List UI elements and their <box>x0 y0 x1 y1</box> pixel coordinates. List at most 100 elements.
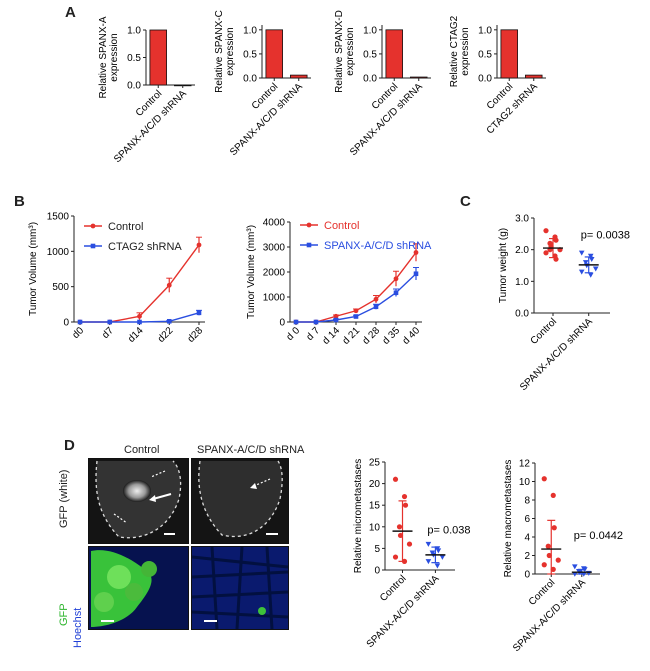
micrograph-col-knockdown: SPANX-A/C/D shRNA <box>197 444 305 456</box>
b1-ytick-label: 500 <box>52 282 69 293</box>
c-point <box>588 256 595 262</box>
b2-point <box>373 304 379 310</box>
micrograph-row2-label-hoechst: Hoechst <box>72 607 84 648</box>
c-point <box>582 260 589 266</box>
micrograph-gfp-white-knockdown <box>191 458 289 544</box>
b2-legend-label: SPANX-A/C/D shRNA <box>324 240 432 252</box>
b1-xtick-label: d14 <box>126 325 146 345</box>
b1-point <box>137 313 142 319</box>
b1-ytick-label: 0 <box>63 318 69 329</box>
b2-point <box>393 290 399 296</box>
a2-ytick-label: 0.0 <box>243 74 257 85</box>
d2-point <box>541 562 547 568</box>
micrograph-col-control: Control <box>124 444 160 456</box>
b2-ytick-label: 1000 <box>263 293 286 304</box>
b2-ytick-label: 4000 <box>263 218 286 229</box>
a1-ylabel: Relative SPANX-A <box>98 16 109 98</box>
b2-xtick-label: d 28 <box>361 325 383 347</box>
d2-point <box>572 571 578 577</box>
b1-legend-label: CTAG2 shRNA <box>108 241 182 253</box>
a3-ylabel: expression <box>345 27 356 75</box>
d2-point <box>541 476 547 482</box>
c-xtick-label: SPANX-A/C/D shRNA <box>518 316 595 393</box>
a3-bar <box>385 29 403 79</box>
micrograph-row2-label-gfp: GFP <box>58 603 70 626</box>
a2-ytick-label: 0.5 <box>243 49 257 60</box>
c-ytick-label: 2.0 <box>515 245 529 256</box>
a3-ytick-label: 0.0 <box>363 74 377 85</box>
d2-ytick-label: 10 <box>519 477 531 488</box>
d1-point <box>406 541 413 547</box>
c-point <box>592 266 599 272</box>
b2-point <box>413 250 419 255</box>
c-point <box>543 228 549 234</box>
b2-ylabel: Tumor Volume (mm³) <box>246 225 257 319</box>
a4-ytick-label: 1.0 <box>478 25 492 36</box>
d1-ylabel: Relative micrometastases <box>353 459 364 573</box>
d1-point <box>435 548 442 554</box>
micrograph-gfp-hoechst-knockdown <box>191 546 289 630</box>
d1-point <box>402 502 409 508</box>
a2-ytick-label: 1.0 <box>243 25 257 36</box>
d1-ytick-label: 0 <box>374 566 380 577</box>
a1-ylabel: expression <box>109 33 120 81</box>
b1-xtick-label: d7 <box>100 325 116 341</box>
b1-point <box>107 319 113 325</box>
b2-xtick-label: d 35 <box>381 325 403 347</box>
b1-ytick-label: 1500 <box>47 212 70 223</box>
a4-ytick-label: 0.5 <box>478 49 492 60</box>
a1-bar <box>149 29 167 86</box>
a4-bar <box>500 29 518 79</box>
a4-bar <box>525 74 543 79</box>
d2-point <box>545 543 551 549</box>
b2-xtick-label: d 0 <box>285 325 303 343</box>
d1-point <box>401 493 408 500</box>
b1-xtick-label: d0 <box>70 325 86 341</box>
panel-label-a: A <box>65 4 76 21</box>
d2-ytick-label: 8 <box>524 496 530 507</box>
panel-label-c: C <box>460 193 471 210</box>
micrograph-gfp-white-control <box>88 458 189 544</box>
b1-legend-label: Control <box>108 221 143 233</box>
b1-ytick-label: 1000 <box>47 247 70 258</box>
c-p-value: p= 0.0038 <box>581 230 630 242</box>
chart-b1: 0 500 1000 1500 Tumor Volume (mm³) d0 d7 d14 d22… <box>28 212 205 345</box>
b2-point <box>353 308 359 314</box>
b2-point <box>393 276 399 282</box>
b1-xtick-label: d28 <box>186 325 206 345</box>
chart-c: 0.0 1.0 2.0 3.0 Tumor weight (g) ControlSPANX… <box>498 214 630 394</box>
d2-p-value: p= 0.0442 <box>574 530 623 542</box>
b1-point <box>196 310 202 316</box>
c-xtick-label: Control <box>529 316 560 347</box>
c-point <box>587 272 594 278</box>
d1-ytick-label: 5 <box>374 544 380 555</box>
d1-point <box>392 554 399 560</box>
c-ytick-label: 1.0 <box>515 277 529 288</box>
b2-point <box>333 313 339 319</box>
a4-ylabel: expression <box>460 27 471 75</box>
b1-series-line <box>80 244 200 323</box>
b2-point <box>413 271 419 277</box>
b1-legend-marker <box>90 223 96 229</box>
b1-point <box>166 282 172 288</box>
d1-point <box>425 559 432 565</box>
b1-xtick-label: d22 <box>156 325 176 345</box>
b1-legend-marker <box>90 243 96 249</box>
d2-point <box>550 566 556 572</box>
micrograph-gfp-hoechst-control <box>88 546 189 630</box>
a3-ylabel: Relative SPANX-D <box>334 10 345 93</box>
d1-p-value: p= 0.038 <box>427 524 470 536</box>
a4-ylabel: Relative CTAG2 <box>449 15 460 87</box>
d1-ytick-label: 20 <box>369 479 381 490</box>
c-ylabel: Tumor weight (g) <box>498 228 509 303</box>
c-ytick-label: 0.0 <box>515 309 529 320</box>
a2-ylabel: Relative SPANX-C <box>214 10 225 93</box>
b2-xtick-label: d 21 <box>341 325 363 347</box>
b2-ytick-label: 3000 <box>263 243 286 254</box>
panel-label-d: D <box>64 437 75 454</box>
